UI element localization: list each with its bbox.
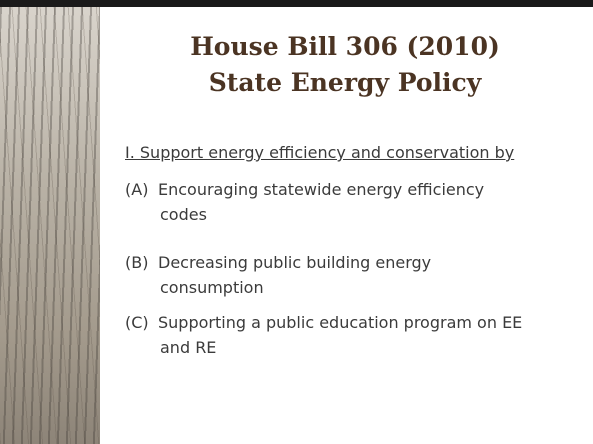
item-label: (A) <box>125 180 148 199</box>
slide: House Bill 306 (2010) State Energy Polic… <box>0 0 593 444</box>
item-text: Decreasing public building energy <box>158 253 431 272</box>
item-label: (B) <box>125 253 148 272</box>
item-label: (C) <box>125 313 149 332</box>
item-text: codes <box>160 205 207 224</box>
title-line: State Energy Policy <box>110 68 580 97</box>
heading: I. Support energy efficiency and conserv… <box>125 143 514 162</box>
item-text: Supporting a public education program on… <box>158 313 522 332</box>
item-text: consumption <box>160 278 264 297</box>
tree-photo <box>0 7 100 444</box>
top-bar <box>0 0 593 7</box>
item-text: Encouraging statewide energy efficiency <box>158 180 484 199</box>
item-text: and RE <box>160 338 216 357</box>
title-line: House Bill 306 (2010) <box>110 32 580 61</box>
